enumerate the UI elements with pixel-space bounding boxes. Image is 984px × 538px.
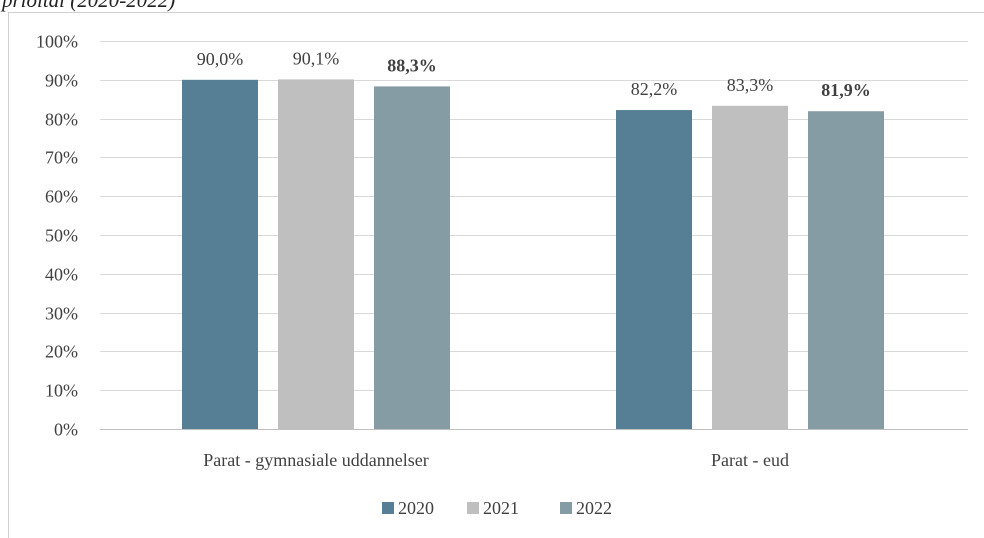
bars <box>182 79 884 430</box>
legend-swatch <box>382 502 394 514</box>
x-axis: Parat - gymnasiale uddannelser Parat - eu… <box>100 429 968 470</box>
legend-label: 2021 <box>483 498 519 518</box>
legend-swatch <box>560 502 572 514</box>
y-tick-label: 100% <box>36 32 78 52</box>
y-axis: 0% 10% 20% 30% 40% 50% 60% 70% 80% 90% 100% <box>36 32 78 440</box>
legend-swatch <box>467 502 479 514</box>
y-tick-label: 10% <box>45 381 78 401</box>
bar <box>182 79 258 430</box>
y-tick-label: 20% <box>45 342 78 362</box>
chart-title-clipped: prioital (2020-2022) <box>2 0 176 12</box>
y-tick-label: 40% <box>45 265 78 285</box>
data-label: 90,0% <box>197 49 244 69</box>
bar <box>712 105 788 430</box>
data-label: 90,1% <box>293 48 340 68</box>
data-labels: 90,0% 90,1% 88,3% 82,2% 83,3% 81,9% <box>197 48 871 100</box>
x-tick-label: Parat - gymnasiale uddannelser <box>203 450 428 470</box>
legend-label: 2020 <box>398 498 434 518</box>
y-tick-label: 60% <box>45 187 78 207</box>
frame-border-left <box>8 12 9 538</box>
data-label: 88,3% <box>387 55 437 75</box>
legend: 2020 2021 2022 <box>382 498 612 518</box>
y-tick-label: 70% <box>45 148 78 168</box>
x-tick-label: Parat - eud <box>711 450 789 470</box>
y-tick-label: 0% <box>54 420 78 440</box>
data-label: 83,3% <box>727 75 774 95</box>
legend-label: 2022 <box>576 498 612 518</box>
frame-border-top <box>8 12 984 13</box>
bar <box>616 110 692 430</box>
y-tick-label: 30% <box>45 304 78 324</box>
bar <box>374 86 450 430</box>
data-label: 81,9% <box>821 80 871 100</box>
bar <box>278 79 354 430</box>
bar <box>808 111 884 429</box>
y-tick-label: 80% <box>45 110 78 130</box>
y-tick-label: 90% <box>45 71 78 91</box>
data-label: 82,2% <box>631 79 678 99</box>
y-tick-label: 50% <box>45 226 78 246</box>
